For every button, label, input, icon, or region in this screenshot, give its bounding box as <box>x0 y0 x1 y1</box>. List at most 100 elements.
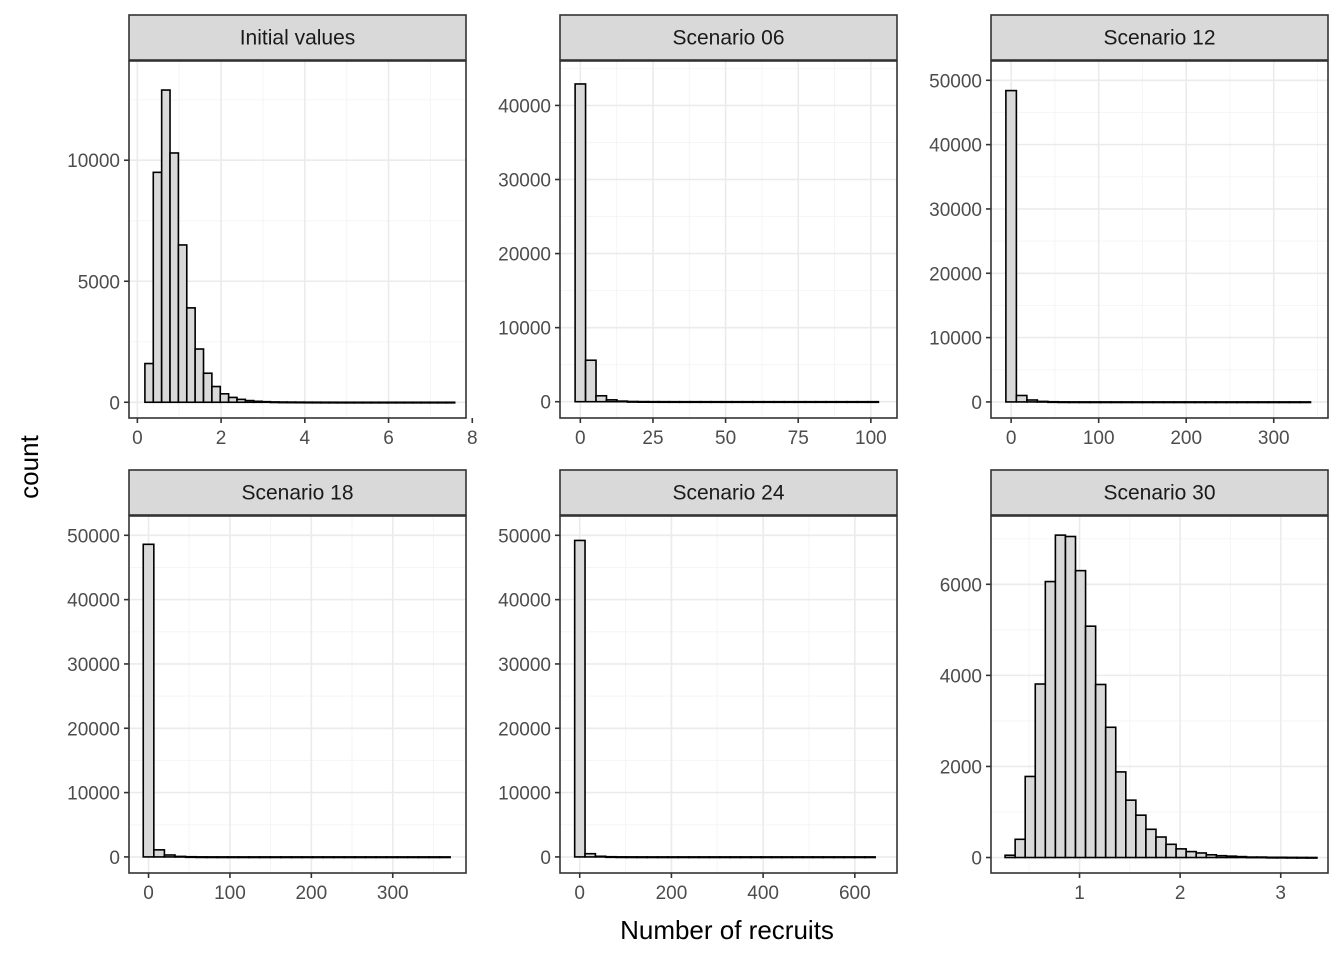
x-tick-label: 0 <box>143 883 154 904</box>
histogram-bar <box>185 307 196 404</box>
histogram-bar <box>1215 854 1228 859</box>
y-tick-label: 0 <box>540 393 551 414</box>
histogram-bar <box>1110 401 1123 404</box>
histogram-bar <box>626 400 639 403</box>
histogram-bar <box>804 400 817 404</box>
histogram-bar <box>678 400 691 404</box>
histogram-bar <box>294 401 305 404</box>
y-tick-label: 20000 <box>498 245 551 266</box>
histogram-bar <box>689 400 702 404</box>
facet-panel: Initial values 0 2 4 6 8 0 5000 10000 <box>67 14 478 449</box>
y-tick-label: 20000 <box>929 264 982 285</box>
x-tick-label: 0 <box>132 428 143 449</box>
histogram-bar <box>437 401 448 404</box>
x-tick-label: 3 <box>1275 883 1286 904</box>
histogram-bar <box>202 372 213 404</box>
histogram-bar <box>595 394 608 403</box>
histogram-bar <box>793 400 806 404</box>
histogram-bar <box>731 400 744 404</box>
histogram-bar <box>345 401 356 404</box>
panel-border <box>990 515 1329 874</box>
histogram-bar <box>1094 683 1107 859</box>
x-tick-label: 25 <box>642 428 663 449</box>
histogram-bar <box>420 401 431 404</box>
histogram-bar <box>594 855 607 858</box>
histogram-bar <box>668 400 681 404</box>
y-tick-label: 0 <box>540 848 551 869</box>
histogram-bar <box>801 856 814 859</box>
histogram-bar <box>657 400 671 404</box>
histogram-bar <box>237 856 250 859</box>
histogram-bar <box>1173 401 1186 404</box>
histogram-bar <box>1047 400 1060 404</box>
histogram-bar <box>375 856 388 859</box>
histogram-bar <box>1246 401 1259 404</box>
histogram-bar <box>636 856 649 859</box>
histogram-bar <box>378 401 389 404</box>
histogram-bar <box>169 152 180 404</box>
histogram-bar <box>646 856 659 859</box>
histogram-bar <box>353 401 364 404</box>
histogram-bar <box>710 400 723 404</box>
histogram-bar <box>227 856 240 859</box>
histogram-bar <box>1120 401 1133 404</box>
histogram-bar <box>1074 569 1087 859</box>
histogram-bar <box>718 856 731 859</box>
histogram-bar <box>1175 848 1187 859</box>
histogram-bar <box>1299 401 1312 404</box>
histogram-bar <box>647 400 660 404</box>
histogram-bar <box>1114 771 1127 859</box>
x-tick-label: 4 <box>300 428 311 449</box>
y-tick-label: 50000 <box>498 526 551 547</box>
y-tick-label: 5000 <box>78 272 120 293</box>
y-tick-label: 30000 <box>498 171 551 192</box>
histogram-bar <box>142 543 155 858</box>
y-tick-label: 10000 <box>498 319 551 340</box>
histogram-bar <box>417 856 430 859</box>
histogram-bar <box>853 856 866 859</box>
histogram-bar <box>290 856 303 859</box>
histogram-bar <box>1104 726 1117 859</box>
histogram-bar <box>445 401 456 404</box>
histogram-bar <box>773 400 786 404</box>
histogram-bar <box>739 856 752 859</box>
y-tick-label: 0 <box>971 849 982 870</box>
histogram-bar <box>1162 401 1175 404</box>
histogram-bar <box>269 856 282 859</box>
histogram-bar <box>637 400 650 403</box>
histogram-bar <box>205 856 219 859</box>
histogram-bar <box>144 362 155 404</box>
histogram-bar <box>814 400 827 404</box>
histogram-bar <box>1194 401 1207 404</box>
histogram-bar <box>864 856 876 859</box>
histogram-bar <box>708 856 721 859</box>
histogram-bar <box>1004 854 1016 859</box>
histogram-bar <box>153 849 166 858</box>
histogram-bar <box>385 856 399 859</box>
histogram-bar <box>1141 401 1154 404</box>
y-tick-label: 40000 <box>498 96 551 117</box>
histogram-bar <box>211 385 222 404</box>
histogram-bar <box>1135 814 1147 859</box>
histogram-bar <box>438 856 451 859</box>
histogram-bar <box>616 400 629 403</box>
histogram-bar <box>428 856 441 859</box>
histogram-bar <box>687 856 700 859</box>
histogram-bar <box>1285 856 1298 859</box>
y-tick-label: 20000 <box>67 719 120 740</box>
histogram-bar <box>1215 401 1228 404</box>
y-tick-label: 6000 <box>940 575 982 596</box>
x-tick-label: 0 <box>1006 428 1017 449</box>
histogram-bar <box>160 89 171 404</box>
x-tick-label: 200 <box>295 883 327 904</box>
panel-border <box>990 60 1329 419</box>
y-tick-label: 10000 <box>67 151 120 172</box>
panel-border <box>128 60 467 419</box>
histogram-bar <box>184 855 197 859</box>
histogram-bar <box>177 244 188 404</box>
facet-panel: Scenario 12 0 100 200 300 0 10000 20000 30000 400… <box>929 14 1329 449</box>
panel-border <box>559 60 898 419</box>
x-tick-label: 0 <box>574 883 585 904</box>
histogram-bar <box>1131 401 1144 404</box>
histogram-bar <box>1068 401 1081 404</box>
